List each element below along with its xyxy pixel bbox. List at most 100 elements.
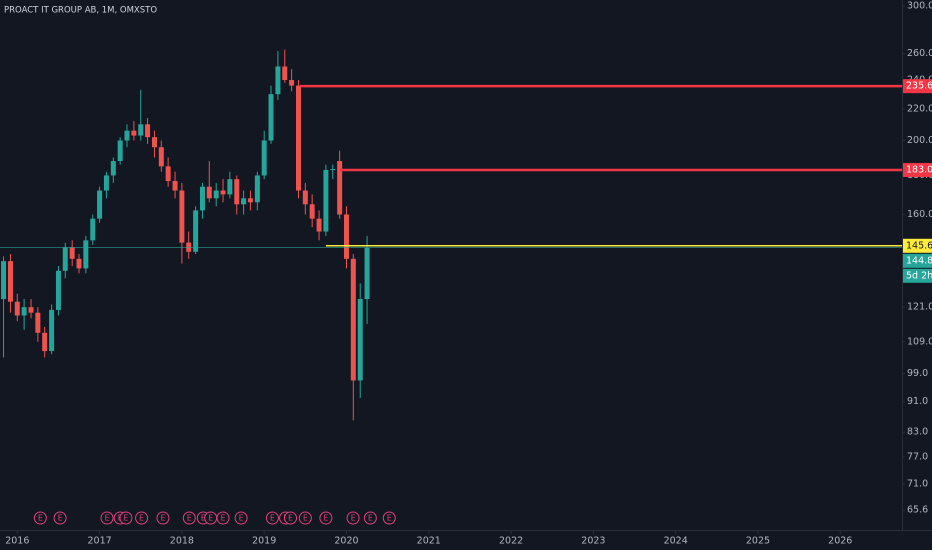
earnings-marker xyxy=(135,511,149,525)
candle-body xyxy=(227,179,233,195)
earnings-marker xyxy=(346,511,360,525)
candle-body xyxy=(21,307,27,316)
earnings-marker xyxy=(182,511,196,525)
earnings-label: E xyxy=(270,514,275,523)
candle-body xyxy=(193,210,199,252)
candle-body xyxy=(42,332,48,352)
earnings-marker xyxy=(382,511,396,525)
earnings-label: E xyxy=(288,514,293,523)
earnings-label: E xyxy=(239,514,244,523)
y-tick-label: 109.0 xyxy=(907,336,932,347)
y-tick-label: 99.0 xyxy=(907,368,928,379)
candle-body xyxy=(364,247,370,300)
earnings-label: E xyxy=(187,514,192,523)
x-tick-label: 2023 xyxy=(581,536,605,547)
y-tick-label: 220.0 xyxy=(907,103,932,114)
candle-body xyxy=(172,181,178,191)
x-tick-label: 2022 xyxy=(499,536,523,547)
candle-body xyxy=(241,198,247,205)
earnings-label: E xyxy=(351,514,356,523)
countdown-label: 5d 2h xyxy=(906,270,932,281)
earnings-marker xyxy=(284,511,298,525)
candle-body xyxy=(103,175,109,191)
candle-body xyxy=(131,130,137,136)
candle-body xyxy=(357,299,363,381)
earnings-label: E xyxy=(58,514,63,523)
x-tick-label: 2026 xyxy=(828,536,852,547)
y-tick-label: 121.0 xyxy=(907,302,932,313)
last-price-tag xyxy=(903,253,932,268)
candle-body xyxy=(76,258,82,269)
candle-body xyxy=(337,161,343,215)
earnings-marker xyxy=(156,511,170,525)
candle-body xyxy=(83,240,89,269)
candle-body xyxy=(302,190,308,205)
earnings-marker xyxy=(265,511,279,525)
x-tick-label: 2018 xyxy=(170,536,194,547)
earnings-label: E xyxy=(221,514,226,523)
level-price-label: 145.6 xyxy=(906,240,932,251)
candle-body xyxy=(309,204,315,219)
y-tick-label: 71.0 xyxy=(907,478,928,489)
candle-body xyxy=(1,261,7,300)
earnings-label: E xyxy=(324,514,329,523)
candle-body xyxy=(117,140,123,162)
candle-body xyxy=(343,214,349,259)
x-tick-label: 2024 xyxy=(664,536,688,547)
earnings-label: E xyxy=(387,514,392,523)
candle-body xyxy=(234,179,240,205)
candle-body xyxy=(330,169,336,171)
level-price-label: 235.6 xyxy=(906,81,932,92)
earnings-label: E xyxy=(124,514,129,523)
earnings-marker xyxy=(363,511,377,525)
candle-body xyxy=(206,186,212,199)
y-tick-label: 260.0 xyxy=(907,48,932,59)
candle-body xyxy=(28,307,34,313)
earnings-label: E xyxy=(105,514,110,523)
countdown-tag xyxy=(903,268,932,283)
y-tick-label: 77.0 xyxy=(907,452,928,463)
earnings-marker xyxy=(319,511,333,525)
candle-body xyxy=(220,190,226,195)
earnings-label: E xyxy=(38,514,43,523)
candle-body xyxy=(213,190,219,199)
candle-body xyxy=(7,261,13,302)
candle-body xyxy=(35,312,41,333)
earnings-label: E xyxy=(303,514,308,523)
level-price-label: 183.0 xyxy=(906,164,932,175)
candle-body xyxy=(268,94,274,141)
earnings-marker xyxy=(53,511,67,525)
earnings-marker xyxy=(33,511,47,525)
earnings-marker xyxy=(119,511,133,525)
candle-body xyxy=(275,66,281,95)
candle-body xyxy=(90,218,96,241)
candle-body xyxy=(49,309,55,352)
level-price-tag xyxy=(903,79,932,94)
candle-body xyxy=(165,166,171,182)
y-tick-label: 91.0 xyxy=(907,396,928,407)
last-price-label: 144.8 xyxy=(906,255,932,266)
x-tick-label: 2025 xyxy=(746,536,770,547)
candle-body xyxy=(261,140,267,176)
x-tick-label: 2016 xyxy=(5,536,29,547)
candle-body xyxy=(69,247,75,259)
candle-body xyxy=(316,218,322,232)
chart-title: PROACT IT GROUP AB, 1M, OMXSTO xyxy=(4,6,157,16)
level-price-tag xyxy=(903,162,932,177)
earnings-marker xyxy=(234,511,248,525)
y-tick-label: 160.0 xyxy=(907,209,932,220)
candle-body xyxy=(199,186,205,211)
earnings-label: E xyxy=(139,514,144,523)
candle-body xyxy=(62,247,68,271)
earnings-marker xyxy=(298,511,312,525)
candle-body xyxy=(350,258,356,381)
level-price-tag xyxy=(903,238,932,253)
candle-body xyxy=(179,190,185,243)
candle-body xyxy=(186,242,192,252)
x-tick-label: 2020 xyxy=(334,536,358,547)
candle-body xyxy=(151,137,157,148)
candle-body xyxy=(138,124,144,136)
candle-body xyxy=(323,169,329,232)
candle-body xyxy=(282,66,288,81)
